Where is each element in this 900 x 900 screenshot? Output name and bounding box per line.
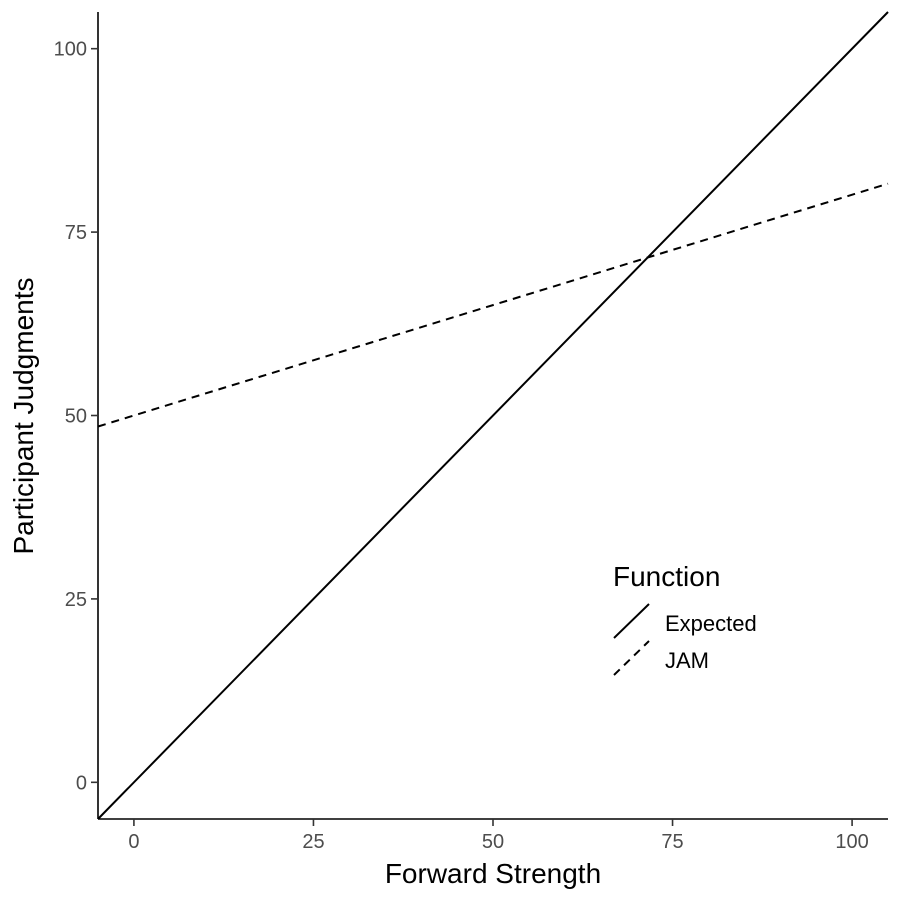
y-tick-label: 75 xyxy=(65,222,87,244)
legend-label-jam: JAM xyxy=(665,648,709,673)
x-tick-label: 75 xyxy=(661,831,683,853)
x-tick-label: 25 xyxy=(302,831,324,853)
x-tick-label: 100 xyxy=(835,831,868,853)
x-ticks: 0 25 50 75 100 xyxy=(128,819,869,853)
y-ticks: 0 25 50 75 100 xyxy=(54,39,98,794)
y-tick-label: 25 xyxy=(65,589,87,611)
plot-lines xyxy=(97,11,889,820)
legend-label-expected: Expected xyxy=(665,611,757,636)
legend-items: Expected JAM xyxy=(613,603,757,676)
y-axis-title: Participant Judgments xyxy=(8,277,39,554)
x-tick-label: 0 xyxy=(128,831,139,853)
legend-title: Function xyxy=(613,561,720,592)
series-line-jam xyxy=(97,182,889,428)
y-tick-label: 0 xyxy=(76,772,87,794)
legend-key-jam xyxy=(613,640,650,676)
legend: Function Expected JAM xyxy=(613,561,757,676)
legend-key-expected xyxy=(613,603,650,639)
x-tick-label: 50 xyxy=(482,831,504,853)
y-tick-label: 50 xyxy=(65,406,87,428)
series-line-expected xyxy=(97,11,889,820)
x-axis-title: Forward Strength xyxy=(385,858,601,889)
y-tick-label: 100 xyxy=(54,39,87,61)
